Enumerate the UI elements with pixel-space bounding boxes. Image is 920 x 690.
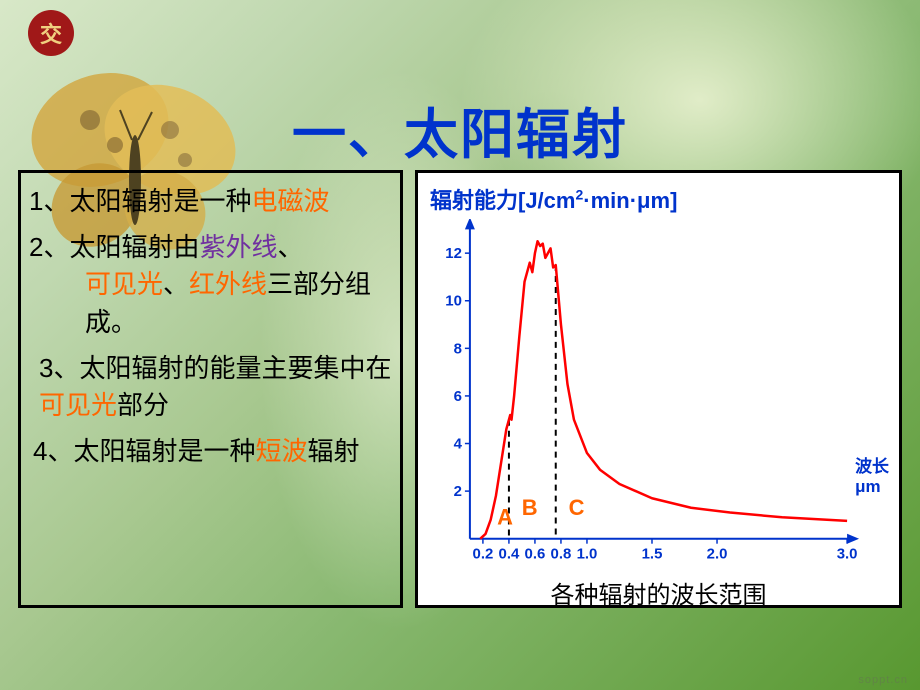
chart-y-title-a: 辐射能力[J/cm (430, 188, 575, 213)
chart-y-title-b: ·min·μm] (583, 188, 677, 213)
b1-text: 1、太阳辐射是一种 (29, 186, 251, 216)
svg-text:2: 2 (454, 483, 462, 500)
b2-em-vis: 可见光 (85, 269, 163, 299)
svg-text:A: A (497, 504, 513, 529)
b2-text-a: 2、太阳辐射由 (29, 232, 199, 262)
svg-text:波长: 波长 (855, 456, 890, 476)
bullet-4: 4、太阳辐射是一种短波辐射 (29, 433, 392, 471)
chart-y-title: 辐射能力[J/cm2·min·μm] (424, 179, 893, 219)
b1-em: 电磁波 (251, 186, 329, 216)
b2-em-ir: 红外线 (189, 269, 267, 299)
bullet-2: 2、太阳辐射由紫外线、 可见光、红外线三部分组成。 (29, 229, 392, 342)
svg-text:0.2: 0.2 (473, 546, 494, 563)
content-row: 1、太阳辐射是一种电磁波 2、太阳辐射由紫外线、 可见光、红外线三部分组成。 3… (18, 170, 902, 608)
svg-text:4: 4 (454, 436, 463, 453)
svg-text:0.8: 0.8 (551, 546, 572, 563)
svg-text:B: B (522, 495, 538, 520)
svg-text:12: 12 (445, 245, 462, 262)
svg-text:1.0: 1.0 (577, 546, 598, 563)
b4-em: 短波 (255, 436, 307, 466)
svg-text:C: C (569, 495, 585, 520)
b2-sep2: 、 (163, 269, 189, 299)
b4-text-a: 4、太阳辐射是一种 (33, 436, 255, 466)
radiation-chart: 2 4 6 8 10 12 0.2 0.4 0.6 0.8 1.0 1.5 2.0 3.0 AB C 波长μm (424, 219, 893, 579)
bullet-1: 1、太阳辐射是一种电磁波 (29, 183, 392, 221)
svg-text:1.5: 1.5 (642, 546, 663, 563)
b3-em: 可见光 (39, 390, 117, 420)
text-panel: 1、太阳辐射是一种电磁波 2、太阳辐射由紫外线、 可见光、红外线三部分组成。 3… (18, 170, 403, 608)
svg-text:8: 8 (454, 340, 462, 357)
svg-text:μm: μm (855, 477, 880, 496)
chart-panel: 辐射能力[J/cm2·min·μm] 2 4 6 8 10 12 0.2 0.4 0.6 0.8 1… (415, 170, 902, 608)
page-title: 一、太阳辐射 (0, 90, 920, 169)
b4-text-c: 辐射 (307, 436, 359, 466)
svg-text:0.6: 0.6 (525, 546, 546, 563)
svg-text:6: 6 (454, 388, 462, 405)
b2-em-uv: 紫外线 (199, 232, 277, 262)
logo-seal: 交 (28, 10, 74, 56)
b2-sep1: 、 (277, 232, 303, 262)
svg-text:0.4: 0.4 (499, 546, 520, 563)
svg-text:3.0: 3.0 (837, 546, 858, 563)
svg-text:10: 10 (445, 293, 462, 310)
b3-text-c: 部分 (117, 390, 169, 420)
chart-x-caption: 各种辐射的波长范围 (424, 575, 893, 610)
watermark: soppt.cn (858, 674, 908, 686)
logo-text: 交 (40, 17, 62, 49)
b3-text-a: 3、太阳辐射的能量主要集中在 (39, 353, 391, 383)
bullet-3: 3、太阳辐射的能量主要集中在可见光部分 (29, 350, 392, 425)
svg-text:2.0: 2.0 (707, 546, 728, 563)
